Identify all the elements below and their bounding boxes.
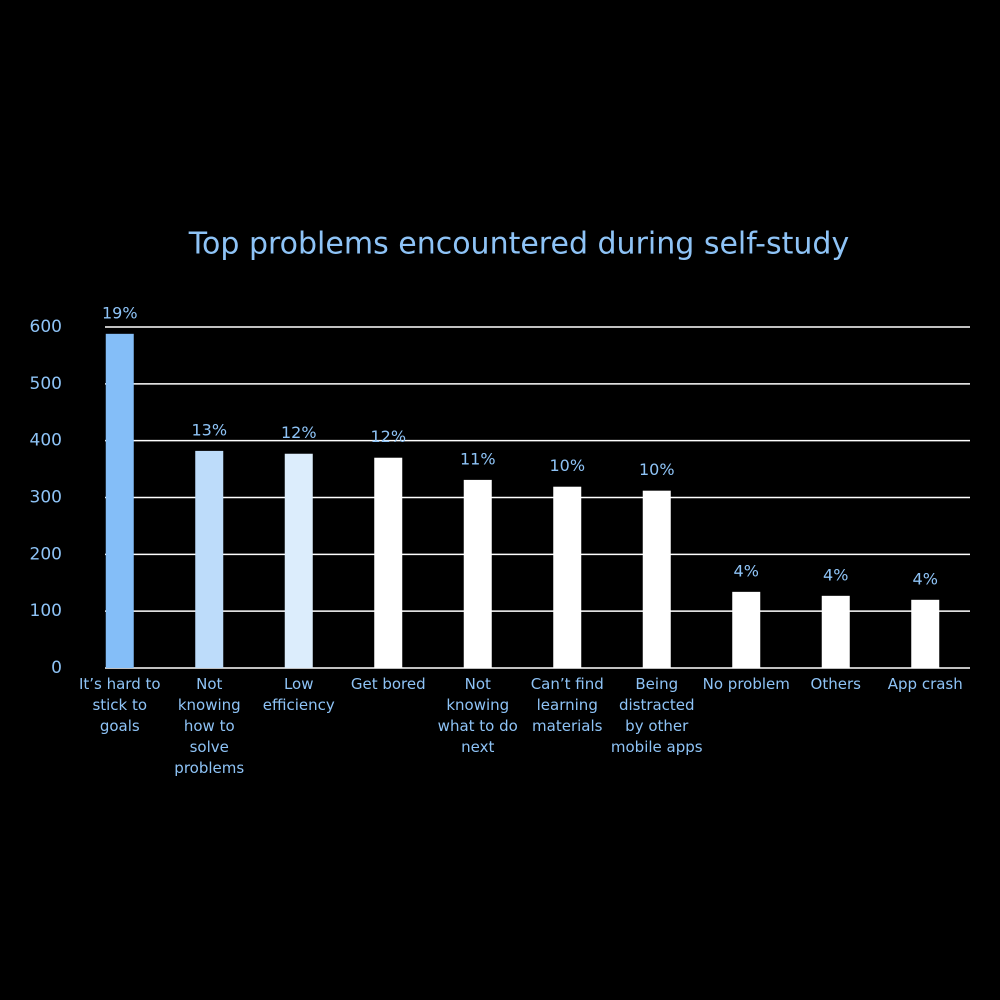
x-tick-label: It’s hard to stick to goals bbox=[78, 675, 161, 735]
x-tick-label: Low efficiency bbox=[262, 675, 335, 714]
data-label: 12% bbox=[370, 427, 406, 446]
x-tick-label: Being distracted by other mobile apps bbox=[610, 675, 703, 756]
bar bbox=[105, 333, 134, 668]
data-label: 10% bbox=[549, 456, 585, 475]
data-label: 10% bbox=[639, 460, 675, 479]
x-tick-label: Not knowing how to solve problems bbox=[174, 675, 245, 777]
y-tick-label: 0 bbox=[51, 658, 62, 678]
data-label: 4% bbox=[913, 569, 938, 588]
bar bbox=[195, 450, 224, 668]
data-label: 4% bbox=[734, 561, 759, 580]
bar bbox=[374, 457, 403, 668]
data-label: 19% bbox=[102, 303, 138, 322]
x-tick-label: Not knowing what to do next bbox=[437, 675, 518, 756]
bar bbox=[911, 599, 940, 668]
bar bbox=[553, 486, 582, 668]
bar bbox=[284, 453, 313, 668]
y-tick-label: 400 bbox=[30, 431, 62, 451]
y-tick-label: 600 bbox=[30, 317, 62, 337]
chart-title: Top problems encountered during self-stu… bbox=[188, 227, 849, 262]
data-label: 12% bbox=[281, 423, 317, 442]
x-tick-label: Can’t find learning materials bbox=[530, 675, 604, 735]
y-tick-label: 100 bbox=[30, 601, 62, 621]
x-tick-label: No problem bbox=[702, 675, 790, 693]
data-label: 4% bbox=[823, 565, 848, 584]
data-label: 13% bbox=[191, 420, 227, 439]
y-tick-label: 300 bbox=[30, 488, 62, 508]
data-label: 11% bbox=[460, 449, 496, 468]
bar bbox=[821, 595, 850, 668]
bar bbox=[642, 490, 671, 668]
x-tick-label: App crash bbox=[887, 675, 963, 693]
y-tick-label: 200 bbox=[30, 544, 62, 564]
x-tick-label: Others bbox=[810, 675, 861, 693]
x-tick-label: Get bored bbox=[350, 675, 426, 693]
bar bbox=[463, 479, 492, 668]
bar bbox=[732, 591, 761, 668]
y-tick-label: 500 bbox=[30, 374, 62, 394]
